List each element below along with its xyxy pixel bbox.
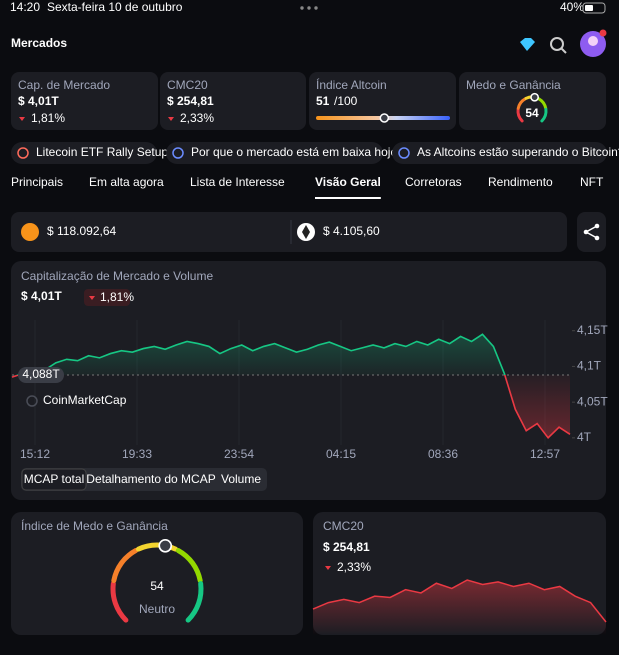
tab[interactable]: Visão Geral [315,175,381,189]
y-tick-label: 4T [577,430,592,444]
tab-underline [315,197,381,199]
tab[interactable]: Rendimento [488,175,553,189]
status-date: Sexta-feira 10 de outubro [47,0,183,14]
chart-button[interactable]: MCAP total [24,472,84,486]
news-icon [17,147,29,159]
fear-card[interactable] [11,512,303,635]
news-chip[interactable] [11,142,157,164]
y-tick-label: 4,1T [577,359,602,373]
x-tick-label: 08:36 [428,447,458,461]
news-text: Litecoin ETF Rally Setup [36,145,168,159]
altcoin-value: 51 [316,94,330,108]
cmc-value: $ 254,81 [323,540,370,554]
eth-glyph [302,225,310,239]
gauge-segment [111,548,139,584]
diamond-icon[interactable] [520,38,535,51]
stat-label: Índice Altcoin [316,77,387,92]
down-arrow [89,296,95,300]
news-icon [398,147,410,159]
stat-change: 1,81% [31,111,65,125]
fear-mini-value: 54 [525,106,539,120]
share-node [594,223,600,229]
down-arrow [19,117,25,121]
news-chip[interactable] [166,142,383,164]
cmc-area [313,580,606,635]
status-dots [300,6,318,10]
avatar-face [588,36,598,46]
stat-change: 2,33% [180,111,214,125]
stat-card[interactable] [160,72,306,130]
cmc-line [312,579,607,623]
price-bar [11,212,567,252]
x-tick-label: 19:33 [122,447,152,461]
chart-title[interactable]: Capitalização de Mercado e Volume [21,269,213,283]
gauge-segment [175,548,203,584]
cmc-change: 2,33% [337,560,371,574]
stat-label: Medo e Ganância [466,78,561,92]
gauge-segment [135,542,179,552]
chart-button[interactable]: Detalhamento do MCAP [86,472,215,486]
change-pill [84,289,130,306]
tab[interactable]: NFT [580,175,604,189]
watermark: CoinMarketCap [43,393,127,407]
news-text: Por que o mercado está em baixa hoje? [191,145,404,159]
price: $ 4.105,60 [323,224,380,238]
status-battery: 40% [560,0,584,14]
chart-card [11,261,606,500]
x-tick-label: 23:54 [224,447,254,461]
page-title: Mercados [11,36,67,50]
stat-label: Cap. de Mercado [18,78,110,92]
x-tick-label: 15:12 [20,447,50,461]
tab[interactable]: Principais [11,175,63,189]
news-icon [172,147,184,159]
y-tick-label: 4,05T [577,394,608,408]
news-chip[interactable] [392,142,607,164]
stat-card[interactable] [309,72,456,130]
x-tick-label: 04:15 [326,447,356,461]
status-time: 14:20 [10,0,40,14]
price-line [11,333,571,440]
share-button[interactable] [577,212,606,252]
share-node [594,235,600,241]
tab[interactable]: Corretoras [405,175,462,189]
chart-value: $ 4,01T [21,289,62,303]
fear-title: Índice de Medo e Ganância [21,518,168,533]
search-icon[interactable] [550,37,567,54]
x-tick-label: 12:57 [530,447,560,461]
fear-value: 54 [150,579,164,593]
news-text: As Altcoins estão superando o Bitcoin? [417,145,619,159]
reference-label: 4,088T [22,367,60,381]
gauge-segment [540,107,548,123]
chart-change: 1,81% [100,290,134,304]
notification-dot [599,29,607,37]
gauge-segment [185,581,204,623]
reference-pill [18,367,64,383]
gauge-marker [158,538,173,553]
chart-button[interactable]: Volume [221,472,261,486]
down-arrow [168,117,174,121]
stat-label: CMC20 [167,78,208,92]
fear-label: Neutro [139,602,175,616]
button-active [21,468,87,491]
watermark-logo [26,395,38,407]
down-arrow [325,566,331,570]
tab[interactable]: Lista de Interesse [190,175,285,189]
altcoin-knob [379,113,390,123]
stat-value: $ 254,81 [167,94,214,108]
btc-icon [21,223,39,241]
gauge-segment [110,581,129,623]
y-tick-label: 4,15T [577,323,608,337]
share-node [583,229,589,235]
gauge-marker [530,92,539,102]
stat-card[interactable] [11,72,158,130]
altcoin-max: /100 [334,94,358,108]
tab[interactable]: Em alta agora [89,175,164,189]
price: $ 118.092,64 [47,224,117,238]
battery-level [585,5,593,11]
stat-value: $ 4,01T [18,94,59,108]
cmc-title: CMC20 [323,519,364,533]
area [12,334,570,438]
battery-icon [582,2,606,14]
